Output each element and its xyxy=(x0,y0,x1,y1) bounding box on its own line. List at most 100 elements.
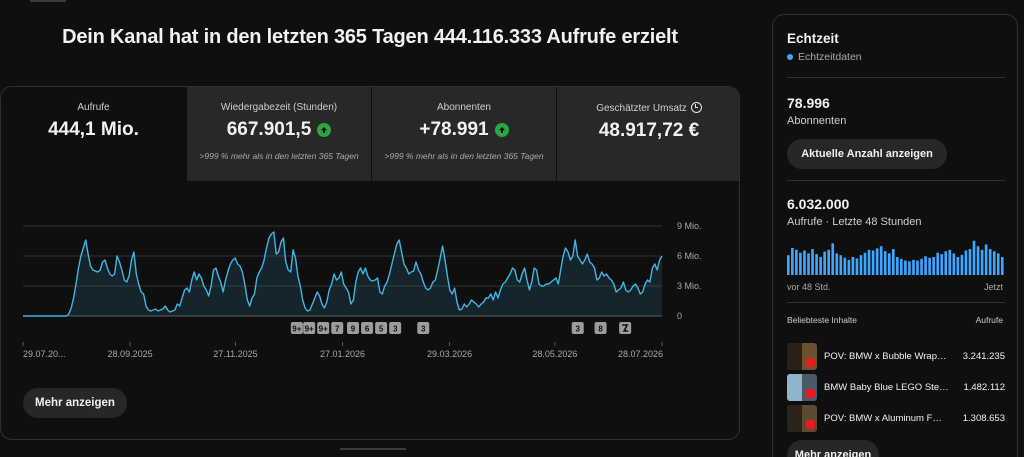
realtime-bar xyxy=(940,254,944,275)
video-marker-label: 9 xyxy=(351,325,356,334)
arrow-up-icon xyxy=(494,123,509,137)
realtime-bar xyxy=(900,258,903,275)
metric-value-text: 444,1 Mio. xyxy=(48,119,139,140)
realtime-bar xyxy=(984,244,988,275)
realtime-bar xyxy=(787,255,790,275)
realtime-bar xyxy=(891,249,895,275)
video-marker xyxy=(303,322,316,334)
realtime-subscribers-label: Abonnenten xyxy=(787,115,847,127)
realtime-bar xyxy=(811,249,814,275)
realtime-bar xyxy=(916,260,919,275)
realtime-bar xyxy=(924,256,927,275)
tab-watch-time[interactable]: Wiedergabezeit (Stunden) 667.901,5 >999 … xyxy=(186,87,371,181)
video-marker xyxy=(317,322,330,334)
y-tick-label: 6 Mio. xyxy=(677,251,702,261)
realtime-bar xyxy=(835,253,839,275)
x-tick-label: 29.03.2026 xyxy=(427,349,472,359)
video-marker-label: 6 xyxy=(365,325,370,334)
realtime-bar xyxy=(871,250,875,275)
video-marker-label: 8 xyxy=(598,325,603,334)
tab-revenue[interactable]: Geschätzter Umsatz 48.917,72 € xyxy=(556,87,739,181)
metric-value-text: 48.917,72 € xyxy=(598,120,700,141)
realtime-bar xyxy=(855,258,859,275)
realtime-panel: Echtzeit Echtzeitdaten 78.996 Abonnenten… xyxy=(772,14,1018,457)
realtime-bar xyxy=(928,257,931,275)
realtime-bar xyxy=(795,249,798,275)
realtime-bar xyxy=(839,255,843,275)
tab-subscribers[interactable]: Abonnenten +78.991 >999 % mehr als in de… xyxy=(371,87,556,181)
realtime-bar xyxy=(791,248,794,275)
show-more-button[interactable]: Mehr anzeigen xyxy=(23,388,127,418)
video-marker-label: 9+ xyxy=(319,325,328,334)
video-thumbnail xyxy=(787,373,817,401)
realtime-bar xyxy=(980,249,984,275)
realtime-bar xyxy=(936,252,940,275)
x-tick-label: 28.05.2026 xyxy=(532,349,577,359)
tab-views[interactable]: Aufrufe 444,1 Mio. xyxy=(1,87,186,181)
realtime-bar xyxy=(815,254,818,275)
realtime-bar xyxy=(952,253,956,275)
analytics-card: Aufrufe 444,1 Mio. Wiedergabezeit (Stund… xyxy=(0,86,740,440)
realtime-bar xyxy=(879,246,883,275)
popular-item-title: BMW Baby Blue LEGO Ste… xyxy=(824,381,949,393)
metric-label-text: Geschätzter Umsatz xyxy=(596,103,687,114)
clock-icon xyxy=(690,102,702,113)
realtime-title: Echtzeit xyxy=(787,31,839,46)
x-tick-label: 27.11.2025 xyxy=(213,349,257,359)
realtime-views-label: Aufrufe · Letzte 48 Stunden xyxy=(787,216,922,228)
video-marker xyxy=(571,322,584,334)
divider xyxy=(787,302,1005,303)
video-thumbnail xyxy=(787,404,817,432)
video-marker-label: 9+ xyxy=(305,325,314,334)
shorts-icon xyxy=(622,324,629,332)
realtime-bar xyxy=(827,249,831,275)
video-marker xyxy=(331,322,344,334)
popular-item[interactable]: POV: BMW x Aluminum F… 1.308.653 xyxy=(787,404,1005,432)
realtime-bar xyxy=(956,257,960,275)
views-chart: 9 Mio.6 Mio.3 Mio.09+ 9+ 9+ 7 9 6 5 3 3 3 829.07.2… xyxy=(22,221,702,359)
realtime-bar xyxy=(867,249,871,275)
realtime-axis-start: vor 48 Std. xyxy=(787,282,831,292)
popular-item[interactable]: BMW Baby Blue LEGO Ste… 1.482.112 xyxy=(787,373,1005,401)
realtime-bar xyxy=(992,251,996,275)
realtime-bar xyxy=(819,257,822,275)
realtime-live-label: Echtzeitdaten xyxy=(798,51,862,63)
realtime-bar xyxy=(851,257,855,275)
metric-tabs: Aufrufe 444,1 Mio. Wiedergabezeit (Stund… xyxy=(1,87,739,181)
show-live-count-button[interactable]: Aktuelle Anzahl anzeigen xyxy=(787,139,947,169)
divider xyxy=(787,77,1005,78)
realtime-bar xyxy=(976,246,980,275)
realtime-bar xyxy=(932,257,935,275)
metric-comparison: >999 % mehr als in den letzten 365 Tagen xyxy=(384,151,544,161)
metric-value: 444,1 Mio. xyxy=(48,119,139,141)
y-tick-label: 9 Mio. xyxy=(677,221,702,231)
realtime-bar xyxy=(904,260,907,275)
realtime-bar xyxy=(823,251,826,275)
realtime-bar xyxy=(960,254,964,275)
video-marker-label: 3 xyxy=(576,325,581,334)
x-tick-label: 29.07.20... xyxy=(23,349,66,359)
realtime-bar xyxy=(920,258,923,275)
realtime-bar-chart xyxy=(787,240,1004,275)
video-marker xyxy=(417,322,430,334)
bottom-divider xyxy=(340,448,406,450)
realtime-bar xyxy=(887,253,891,275)
y-tick-label: 0 xyxy=(677,311,682,321)
realtime-live-indicator: Echtzeitdaten xyxy=(787,51,862,63)
realtime-show-more-button[interactable]: Mehr anzeigen xyxy=(787,440,879,457)
popular-views-header: Aufrufe xyxy=(975,315,1003,325)
arrow-up-icon xyxy=(317,123,332,137)
video-marker-label: 3 xyxy=(393,325,398,334)
popular-item[interactable]: POV: BMW x Bubble Wrap… 3.241.235 xyxy=(787,342,1005,370)
popular-item-views: 3.241.235 xyxy=(962,350,1005,362)
x-tick-label: 28.09.2025 xyxy=(108,349,153,359)
metric-value: +78.991 xyxy=(419,119,509,141)
metric-value: 667.901,5 xyxy=(227,119,332,141)
realtime-bar xyxy=(883,251,887,275)
video-marker xyxy=(290,322,303,334)
divider xyxy=(787,180,1005,181)
realtime-bar xyxy=(908,261,911,275)
popular-item-views: 1.482.112 xyxy=(963,381,1005,393)
video-marker-label: 7 xyxy=(335,325,340,334)
top-divider xyxy=(30,0,66,2)
